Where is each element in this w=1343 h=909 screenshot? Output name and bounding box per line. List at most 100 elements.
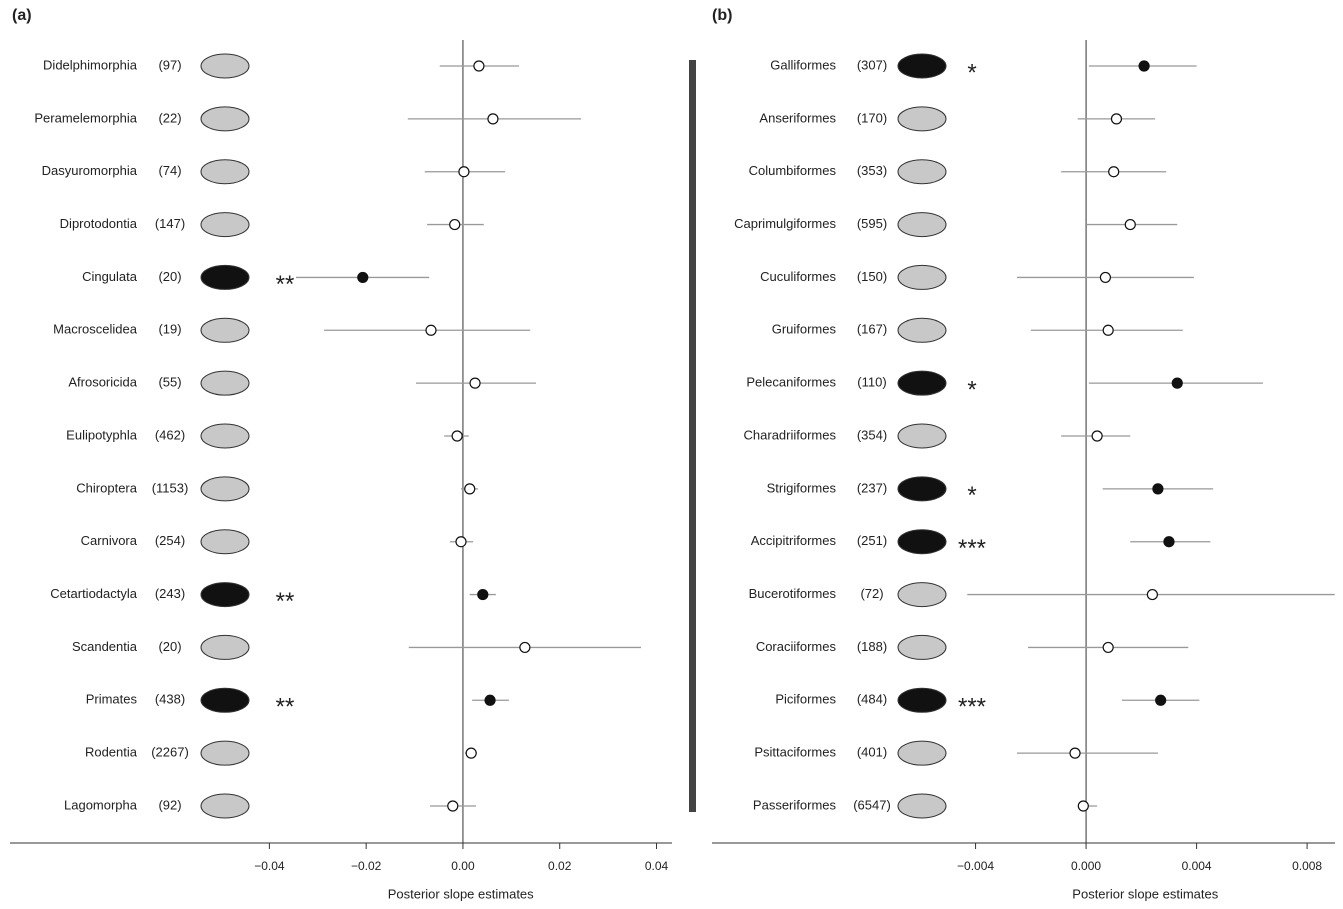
count-label: (354)	[857, 427, 887, 442]
estimate-point	[484, 694, 496, 706]
silhouette-icon	[200, 634, 250, 660]
silhouette-icon	[897, 264, 947, 290]
estimate-point	[458, 166, 470, 178]
category-label: Dasyuromorphia	[42, 163, 138, 178]
estimate-point	[1077, 800, 1089, 812]
x-tick-label: −0.004	[957, 859, 994, 873]
count-label: (22)	[158, 110, 181, 125]
count-label: (6547)	[853, 797, 891, 812]
count-label: (19)	[158, 322, 181, 337]
silhouette-icon	[897, 53, 947, 79]
category-label: Primates	[86, 692, 138, 707]
silhouette-icon	[897, 582, 947, 608]
count-label: (243)	[155, 586, 185, 601]
silhouette-icon	[200, 370, 250, 396]
estimate-point	[519, 641, 531, 654]
estimate-point	[1146, 588, 1158, 601]
estimate-point	[1102, 324, 1114, 336]
count-label: (147)	[155, 216, 185, 231]
count-label: (353)	[857, 163, 887, 178]
category-label: Coraciiformes	[756, 639, 837, 654]
count-label: (188)	[857, 639, 887, 654]
count-label: (74)	[158, 163, 181, 178]
estimate-point	[1163, 536, 1175, 548]
category-label: Strigiformes	[767, 480, 837, 495]
panel-title: (a)	[12, 7, 32, 24]
count-label: (237)	[857, 480, 887, 495]
significance-label: *	[967, 59, 976, 86]
silhouette-icon	[200, 159, 250, 185]
significance-label: *	[967, 376, 976, 403]
significance-label: ***	[958, 535, 986, 562]
category-label: Charadriiformes	[744, 427, 837, 442]
category-label: Peramelemorphia	[34, 110, 137, 125]
estimate-point	[451, 430, 463, 442]
estimate-point	[425, 324, 437, 336]
category-label: Gruiformes	[772, 322, 837, 337]
silhouette-icon	[200, 317, 250, 343]
silhouette-icon	[200, 529, 250, 555]
significance-label: **	[276, 271, 295, 298]
silhouette-icon	[897, 687, 947, 713]
count-label: (307)	[857, 57, 887, 72]
category-label: Lagomorpha	[64, 797, 138, 812]
silhouette-icon	[200, 740, 250, 766]
silhouette-icon	[200, 106, 250, 132]
x-tick-label: −0.02	[351, 859, 382, 873]
estimate-point	[1155, 694, 1167, 706]
estimate-point	[1110, 113, 1123, 125]
significance-label: *	[967, 482, 976, 509]
count-label: (401)	[857, 745, 887, 760]
estimate-point	[447, 800, 459, 812]
significance-label: ***	[958, 694, 986, 721]
estimate-point	[1138, 60, 1150, 72]
estimate-point	[1124, 218, 1136, 231]
estimate-point	[487, 113, 499, 125]
count-label: (2267)	[151, 745, 189, 760]
silhouette-icon	[897, 317, 947, 343]
significance-label: **	[276, 694, 295, 721]
count-label: (110)	[857, 375, 886, 390]
panel-title: (b)	[712, 7, 732, 24]
estimate-point	[464, 483, 476, 495]
count-label: (92)	[158, 797, 181, 812]
count-label: (254)	[155, 533, 185, 548]
x-tick-label: 0.004	[1182, 859, 1212, 873]
x-tick-label: −0.04	[254, 859, 285, 873]
category-label: Pelecaniformes	[746, 375, 836, 390]
count-label: (595)	[857, 216, 887, 231]
estimate-point	[1099, 271, 1112, 284]
silhouette-icon	[897, 159, 947, 185]
estimate-point	[357, 271, 369, 284]
count-label: (462)	[155, 427, 185, 442]
count-label: (484)	[857, 692, 887, 707]
silhouette-icon	[897, 793, 947, 819]
category-label: Chiroptera	[76, 480, 137, 495]
category-label: Passeriformes	[753, 797, 837, 812]
silhouette-icon	[897, 370, 947, 396]
count-label: (150)	[857, 269, 887, 284]
count-label: (55)	[158, 375, 181, 390]
category-label: Columbiformes	[749, 163, 837, 178]
count-label: (72)	[860, 586, 883, 601]
category-label: Galliformes	[770, 57, 836, 72]
x-tick-label: 0.02	[548, 859, 572, 873]
silhouette-icon	[897, 423, 947, 449]
count-label: (438)	[155, 692, 185, 707]
silhouette-icon	[200, 582, 250, 608]
panel-separator	[689, 60, 696, 812]
estimate-point	[477, 588, 489, 601]
silhouette-icon	[200, 793, 250, 819]
silhouette-icon	[897, 529, 947, 555]
x-axis-label: Posterior slope estimates	[1072, 886, 1218, 901]
category-label: Cuculiformes	[760, 269, 836, 284]
category-label: Didelphimorphia	[43, 57, 138, 72]
category-label: Bucerotiformes	[749, 586, 837, 601]
silhouette-icon	[200, 53, 250, 79]
estimate-point	[449, 218, 461, 231]
x-tick-label: 0.00	[451, 859, 475, 873]
x-axis-label: Posterior slope estimates	[388, 886, 534, 901]
estimate-point	[1171, 377, 1183, 389]
estimate-point	[465, 747, 477, 759]
category-label: Cingulata	[82, 269, 138, 284]
